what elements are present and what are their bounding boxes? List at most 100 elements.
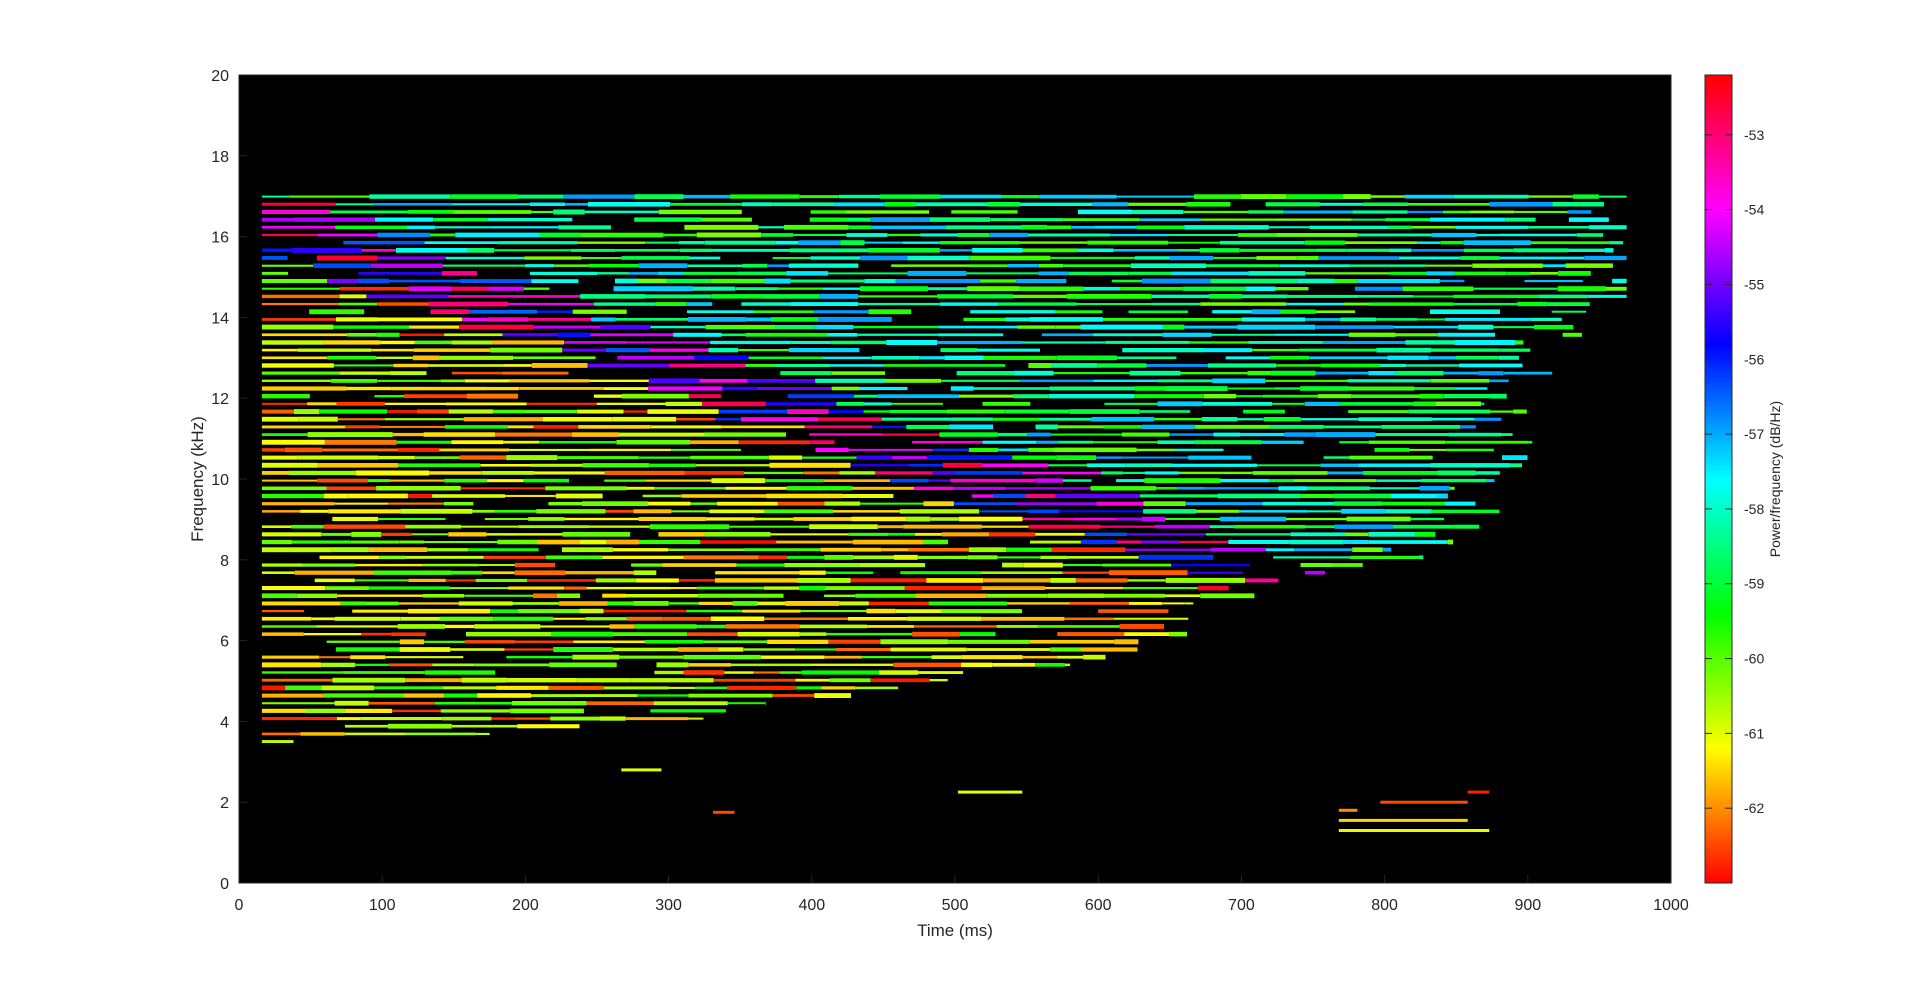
spectrogram-cell bbox=[732, 601, 758, 606]
spectrogram-cell bbox=[1021, 224, 1047, 230]
spectrogram-cell bbox=[551, 631, 613, 637]
spectrogram-cell bbox=[442, 686, 497, 690]
spectrogram-cell bbox=[602, 593, 626, 598]
spectrogram-cell bbox=[505, 494, 556, 497]
spectrogram-cell bbox=[1055, 493, 1140, 499]
spectrogram-cell bbox=[504, 648, 554, 651]
spectrogram-cell bbox=[1100, 471, 1124, 475]
spectrogram-cell bbox=[529, 202, 565, 206]
spectrogram-cell bbox=[1035, 532, 1085, 536]
spectrogram-cell bbox=[588, 202, 671, 207]
spectrogram-cell bbox=[261, 363, 334, 368]
spectrogram-cell bbox=[355, 563, 423, 567]
spectrogram-cell bbox=[339, 286, 409, 291]
spectrogram-cell bbox=[1055, 310, 1103, 314]
spectrogram-cell bbox=[514, 640, 574, 644]
spectrogram-cell bbox=[261, 610, 305, 613]
spectrogram-cell bbox=[1046, 225, 1072, 230]
spectrogram-cell bbox=[635, 578, 679, 583]
spectrogram-cell bbox=[957, 233, 990, 237]
spectrogram-cell bbox=[355, 663, 389, 666]
spectrogram-cell bbox=[1388, 225, 1412, 229]
spectrogram-cell bbox=[451, 371, 503, 375]
spectrogram-cell bbox=[1304, 401, 1341, 406]
spectrogram-cell bbox=[328, 509, 401, 514]
spectrogram-cell bbox=[715, 578, 798, 583]
spectrogram-cell bbox=[900, 509, 980, 514]
spectrogram-cell bbox=[648, 378, 700, 384]
spectrogram-cell bbox=[777, 287, 823, 290]
spectrogram-cell bbox=[344, 724, 388, 728]
spectrogram-cell bbox=[992, 662, 1036, 667]
spectrogram-cell bbox=[389, 279, 460, 283]
spectrogram-cell bbox=[906, 424, 950, 429]
spectrogram-cell bbox=[915, 593, 987, 598]
spectrogram-cell bbox=[261, 571, 295, 574]
spectrogram-cell bbox=[347, 333, 377, 337]
spectrogram-cell bbox=[665, 401, 702, 406]
spectrogram-cell bbox=[313, 263, 371, 269]
spectrogram-cell bbox=[586, 586, 671, 590]
spectrogram-cell bbox=[860, 286, 928, 292]
spectrogram-cell bbox=[705, 532, 771, 537]
x-tick-label: 300 bbox=[655, 897, 682, 914]
spectrogram-cell bbox=[650, 325, 706, 329]
spectrogram-cell bbox=[956, 371, 1015, 376]
spectrogram-cell bbox=[1417, 318, 1445, 321]
spectrogram-cell bbox=[423, 432, 495, 437]
spectrogram-cell bbox=[839, 601, 869, 606]
spectrogram-cell bbox=[571, 432, 619, 437]
spectrogram-cell bbox=[1376, 347, 1431, 353]
spectrogram-cell bbox=[331, 547, 369, 553]
spectrogram-cell bbox=[929, 217, 991, 222]
spectrogram-cell bbox=[460, 487, 546, 490]
spectrogram-cell bbox=[1354, 286, 1403, 291]
spectrogram-cell bbox=[572, 654, 620, 660]
spectrogram-cell bbox=[480, 464, 531, 467]
spectrogram-cell bbox=[577, 241, 646, 244]
spectrogram-cell bbox=[297, 348, 372, 352]
spectrogram-cell bbox=[804, 425, 873, 429]
spectrogram-cell bbox=[393, 363, 429, 368]
spectrogram-cell bbox=[1323, 456, 1350, 459]
spectrogram-cell bbox=[261, 202, 336, 206]
spectrogram-cell bbox=[846, 210, 930, 214]
spectrogram-cell bbox=[1121, 432, 1170, 437]
spectrogram-cell bbox=[603, 387, 648, 390]
spectrogram-cell bbox=[534, 471, 605, 475]
spectrogram-cell bbox=[368, 479, 390, 483]
spectrogram-cell bbox=[347, 493, 409, 499]
spectrogram-cell bbox=[441, 379, 465, 383]
spectrogram-cell bbox=[871, 225, 946, 230]
spectrogram-cell bbox=[810, 256, 861, 260]
spectrogram-cell bbox=[968, 547, 1007, 553]
spectrogram-cell bbox=[1334, 279, 1358, 284]
spectrogram-cell bbox=[1270, 355, 1309, 360]
spectrogram-cell bbox=[1116, 195, 1194, 198]
spectrogram-cell bbox=[1068, 271, 1129, 276]
spectrogram-cell bbox=[745, 317, 771, 322]
spectrogram-cell bbox=[986, 593, 1048, 598]
spectrogram-cell bbox=[376, 486, 461, 491]
spectrogram-cell bbox=[1419, 393, 1444, 399]
spectrogram-cell bbox=[1168, 234, 1238, 236]
spectrogram-cell bbox=[1028, 509, 1060, 514]
spectrogram-cell bbox=[531, 210, 554, 213]
spectrogram-cell bbox=[597, 272, 629, 275]
spectrogram-cell bbox=[793, 517, 852, 521]
spectrogram-cell bbox=[1062, 564, 1102, 567]
spectrogram-cell bbox=[1100, 525, 1155, 528]
spectrogram-cell bbox=[741, 202, 773, 207]
spectrogram-cell bbox=[1467, 790, 1490, 794]
spectrogram-cell bbox=[408, 578, 446, 582]
y-axis-label: Frequency (kHz) bbox=[188, 416, 207, 542]
spectrogram-cell bbox=[663, 233, 697, 237]
spectrogram-cell bbox=[1584, 255, 1627, 261]
spectrogram-cell bbox=[1498, 348, 1531, 352]
spectrogram-cell bbox=[261, 394, 310, 399]
spectrogram-cell bbox=[448, 409, 494, 414]
spectrogram-cell bbox=[337, 594, 423, 597]
spectrogram-cell bbox=[449, 587, 509, 590]
spectrogram-cell bbox=[854, 394, 878, 398]
spectrogram-cell bbox=[1092, 202, 1129, 207]
